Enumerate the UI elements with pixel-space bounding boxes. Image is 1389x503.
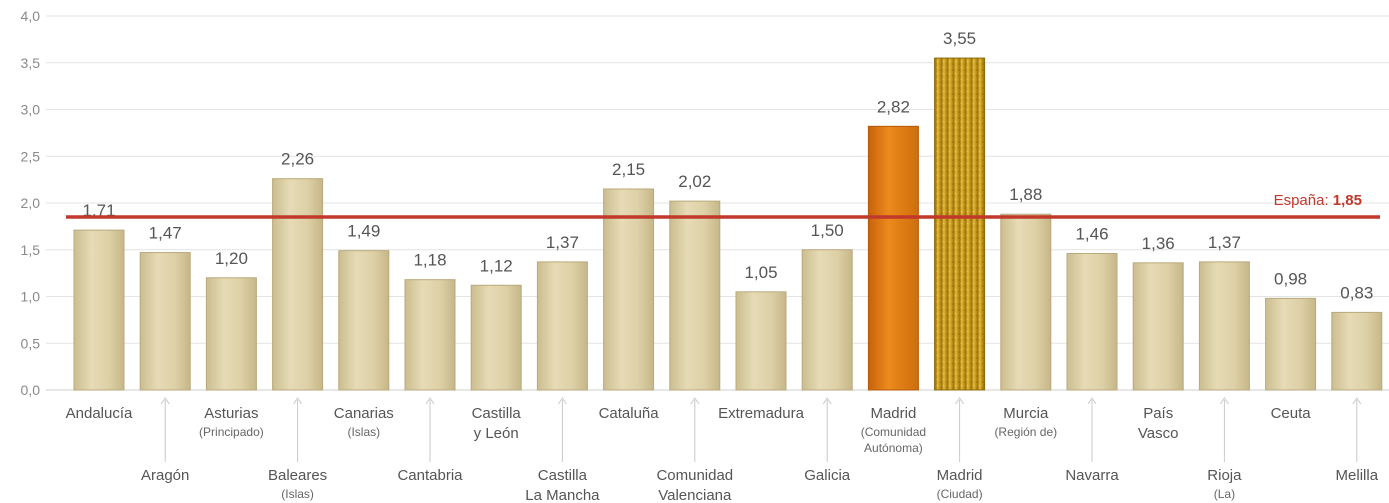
category-label: Rioja: [1207, 467, 1242, 484]
bar: [272, 178, 324, 391]
category-label: País: [1143, 405, 1173, 422]
leader-arrow-icon: [1087, 397, 1097, 405]
category-label: Castilla: [538, 467, 588, 484]
bar: [735, 291, 787, 391]
leader-arrow-icon: [690, 397, 700, 405]
bar: [603, 188, 655, 391]
value-label: 1,88: [1009, 185, 1042, 204]
category-sublabel: (Islas): [281, 487, 314, 501]
y-tick-label: 0,5: [21, 335, 41, 351]
value-label: 2,26: [281, 150, 314, 169]
category-label: Madrid: [937, 467, 983, 484]
bar: [1132, 262, 1184, 391]
value-label: 1,18: [413, 251, 446, 270]
category-label: Andalucía: [66, 405, 133, 422]
y-tick-label: 4,0: [21, 8, 41, 24]
category-label: Madrid: [870, 405, 916, 422]
leader-arrow-icon: [1352, 397, 1362, 405]
value-label: 0,83: [1340, 283, 1373, 302]
category-label: Castilla: [472, 405, 522, 422]
bars: 1,711,471,202,261,491,18 1,121,372,152,02…: [73, 29, 1383, 391]
category-sublabel: (La): [1214, 487, 1235, 501]
value-label: 2,82: [877, 97, 910, 116]
value-label: 1,37: [546, 233, 579, 252]
category-label: Ceuta: [1271, 405, 1312, 422]
category-label: Cataluña: [599, 405, 660, 422]
bar: [404, 279, 456, 391]
y-tick-label: 0,0: [21, 382, 41, 398]
value-label: 1,20: [215, 249, 248, 268]
bar: [934, 57, 986, 391]
bar: [1265, 297, 1317, 391]
leader-arrow-icon: [557, 397, 567, 405]
value-label: 1,05: [744, 263, 777, 282]
y-tick-label: 1,0: [21, 289, 41, 305]
leader-arrow-icon: [160, 397, 170, 405]
bar: [205, 277, 257, 391]
y-tick-label: 1,5: [21, 242, 41, 258]
bar: [338, 250, 390, 391]
reference-line-group: España: 1,85: [66, 192, 1380, 219]
y-tick-label: 3,0: [21, 102, 41, 118]
value-label: 0,98: [1274, 269, 1307, 288]
y-tick-label: 2,5: [21, 148, 41, 164]
leader-arrow-icon: [955, 397, 965, 405]
reference-line-label: España: 1,85: [1274, 192, 1362, 209]
category-label: Cantabria: [397, 467, 463, 484]
value-label: 1,37: [1208, 233, 1241, 252]
leader-arrow-icon: [293, 397, 303, 405]
value-label: 1,49: [347, 222, 380, 241]
bar: [1066, 252, 1118, 391]
bar: [73, 229, 125, 391]
category-label: Navarra: [1065, 467, 1119, 484]
category-label: Valenciana: [658, 487, 732, 503]
category-label: Melilla: [1336, 467, 1379, 484]
value-label: 1,46: [1075, 224, 1108, 243]
category-label: Galicia: [804, 467, 851, 484]
bar: [1331, 311, 1383, 391]
category-label: Baleares: [268, 467, 327, 484]
y-tick-label: 3,5: [21, 55, 41, 71]
value-label: 3,55: [943, 29, 976, 48]
category-label: y León: [474, 425, 519, 442]
category-sublabel: (Ciudad): [937, 487, 983, 501]
value-label: 1,47: [149, 224, 182, 243]
category-label: Murcia: [1003, 405, 1049, 422]
y-axis-ticks: 0,0 0,5 1,0 1,5 2,0 2,5 3,0 3,5 4,0: [21, 8, 41, 398]
bar: [139, 252, 191, 391]
y-tick-label: 2,0: [21, 195, 41, 211]
bar: [536, 261, 588, 391]
value-label: 1,36: [1142, 234, 1175, 253]
value-label: 1,12: [480, 256, 513, 275]
category-label: Aragón: [141, 467, 189, 484]
category-sublabel: Autónoma): [864, 441, 923, 455]
category-label: Extremadura: [718, 405, 805, 422]
bar: [867, 125, 919, 391]
category-sublabel: (Región de): [994, 425, 1057, 439]
category-sublabel: (Islas): [347, 425, 380, 439]
value-label: 2,02: [678, 172, 711, 191]
category-label: La Mancha: [525, 487, 600, 503]
bar: [1198, 261, 1250, 391]
value-label: 1,50: [811, 221, 844, 240]
bar: [669, 200, 721, 391]
category-labels: Andalucía Aragón Asturias (Principado) Balea…: [66, 397, 1379, 503]
category-label: Asturias: [204, 405, 258, 422]
bar: [470, 284, 522, 391]
category-sublabel: (Comunidad: [861, 425, 926, 439]
leader-arrow-icon: [1219, 397, 1229, 405]
value-label: 2,15: [612, 160, 645, 179]
leader-arrow-icon: [425, 397, 435, 405]
category-label: Comunidad: [656, 467, 733, 484]
category-sublabel: (Principado): [199, 425, 264, 439]
category-label: Canarias: [334, 405, 394, 422]
category-label: Vasco: [1138, 425, 1179, 442]
bar: [1000, 213, 1052, 391]
bar: [801, 249, 853, 391]
leader-arrow-icon: [822, 397, 832, 405]
